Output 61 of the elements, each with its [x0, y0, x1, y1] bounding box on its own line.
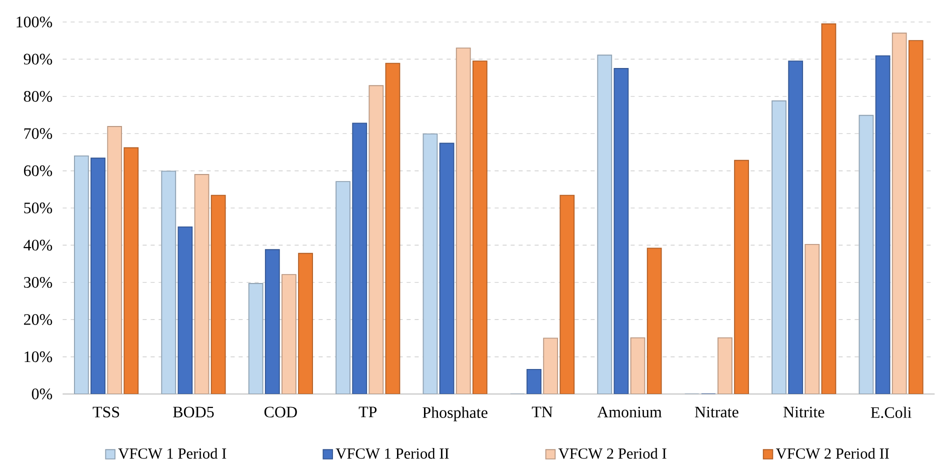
bar	[107, 126, 122, 394]
bar	[248, 283, 264, 394]
y-tick-label: 20%	[24, 314, 52, 326]
x-tick-label: BOD5	[173, 406, 214, 418]
bar	[543, 338, 558, 394]
y-tick-label: 70%	[24, 128, 52, 140]
bar	[472, 60, 488, 394]
bar	[821, 23, 836, 394]
bar	[352, 122, 368, 394]
y-tick-label: 50%	[24, 202, 52, 214]
bar	[614, 68, 629, 394]
bar	[772, 100, 786, 394]
x-tick-label: COD	[264, 406, 297, 418]
bar	[804, 244, 820, 394]
x-tick-label: TSS	[92, 406, 120, 418]
bar	[892, 32, 907, 394]
bar	[439, 142, 454, 394]
bar	[161, 170, 176, 394]
y-tick-label: 0%	[32, 388, 52, 400]
y-tick-label: 40%	[24, 240, 52, 251]
legend-label: VFCW 2 Period I	[558, 448, 666, 459]
bar	[298, 252, 313, 394]
bar	[456, 48, 471, 394]
legend-label: VFCW 1 Period II	[336, 448, 449, 459]
bar	[178, 226, 193, 394]
bar	[124, 147, 139, 394]
x-tick-label: TN	[532, 406, 553, 418]
bar	[875, 55, 890, 394]
bar	[718, 337, 732, 394]
bar	[194, 174, 210, 394]
bar	[788, 60, 804, 394]
bar	[74, 155, 89, 394]
y-tick-label: 90%	[24, 54, 52, 65]
bar	[336, 181, 350, 394]
y-tick-label: 10%	[24, 351, 52, 362]
x-tick-label: Phosphate	[422, 406, 488, 422]
bar	[90, 158, 106, 394]
x-tick-label: Nitrate	[694, 406, 738, 418]
y-tick-label: 80%	[24, 90, 52, 102]
x-tick-label: Amonium	[597, 406, 662, 418]
bar	[734, 160, 749, 394]
bar	[210, 194, 226, 394]
bar	[646, 248, 662, 394]
bar	[560, 194, 575, 394]
legend-label: VFCW 2 Period II	[776, 448, 889, 459]
bar	[368, 85, 384, 394]
bar	[597, 54, 612, 394]
x-tick-label: Nitrite	[783, 406, 824, 418]
bar	[385, 62, 400, 394]
bar	[282, 274, 296, 394]
bar	[264, 249, 280, 394]
x-tick-label: TP	[358, 406, 377, 418]
x-tick-label: E.Coli	[870, 406, 912, 418]
bar	[858, 114, 874, 394]
y-tick-label: 100%	[16, 16, 52, 28]
y-tick-label: 60%	[24, 165, 52, 176]
bar	[422, 133, 438, 394]
bar	[908, 40, 924, 394]
bar	[630, 337, 646, 394]
y-tick-label: 30%	[24, 276, 52, 288]
legend-label: VFCW 1 Period I	[118, 448, 226, 459]
